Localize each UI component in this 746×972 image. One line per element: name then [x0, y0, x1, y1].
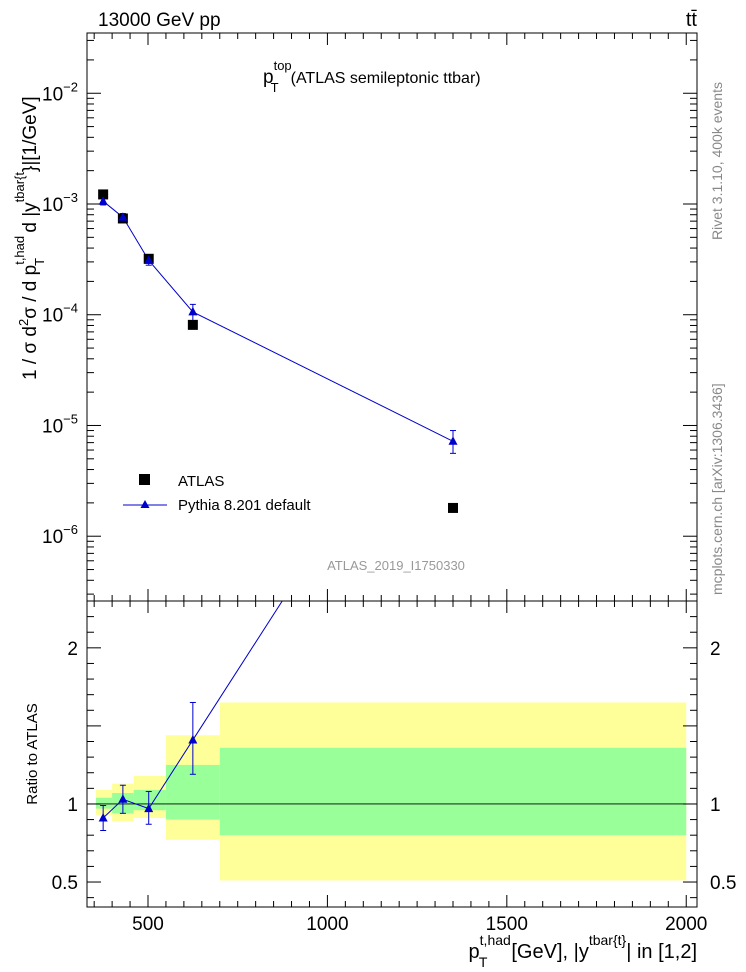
pythia-main-point [188, 306, 198, 316]
ratio-y-tick-label: 0.5 [52, 873, 78, 894]
x-tick-label: 1500 [486, 914, 528, 935]
ratio-y-tick-label: 1 [67, 795, 78, 816]
y-tick-label: 10−2 [42, 79, 78, 105]
axis-ticks: 500 1000 1500 2000 10−6 10−5 10−4 10−3 10−2 0.5 0.… [42, 33, 736, 935]
pythia-ratio-point [118, 794, 128, 803]
ratio-y-tick-label-right: 0.5 [710, 873, 736, 894]
atlas-point [98, 189, 109, 200]
pythia-main-point [144, 255, 154, 264]
pythia-ratio-point [449, 331, 458, 340]
main-y-label: 1 / σ d2σ / d pt,had T d |ytbar{t}|[1/GeV… [12, 96, 47, 380]
y-tick-label: 10−6 [42, 522, 78, 548]
plot-frames [86, 32, 698, 908]
atlas-point [187, 319, 198, 330]
process-label: tt̄ [686, 9, 698, 31]
legend: ATLAS Pythia 8.201 default [123, 473, 311, 514]
pythia-main-line [102, 200, 454, 442]
x-tick-label: 500 [132, 914, 164, 935]
ratio-frame [86, 600, 698, 908]
pythia-ratio-point [144, 803, 154, 813]
green-band [219, 747, 687, 836]
main-frame [86, 32, 698, 602]
pythia-main-point [118, 212, 128, 221]
y-tick-label: 10−4 [42, 301, 78, 327]
x-axis-label: pt,had T [GeV], |ytbar{t}| in [1,2] [469, 932, 697, 970]
y-tick-label: 10−5 [42, 411, 78, 437]
ratio-y-tick-label-right: 2 [710, 639, 721, 660]
ratio-uncertainty-bands [95, 702, 687, 881]
legend-pythia-marker [140, 500, 150, 508]
pythia-ratio-point [188, 734, 198, 744]
legend-pythia-label: Pythia 8.201 default [178, 497, 311, 514]
main-title: ptop T(ATLAS semileptonic ttbar) [263, 58, 481, 95]
ratio-marks [98, 331, 458, 831]
y-tick-label: 10−3 [42, 190, 78, 216]
pythia-ratio-point [98, 813, 108, 822]
legend-atlas-label: ATLAS [178, 473, 224, 490]
pythia-main-point [98, 196, 108, 205]
rivet-label: Rivet 3.1.10, 400k events [709, 82, 725, 240]
x-tick-label: 1000 [306, 914, 348, 935]
data-marks [98, 189, 458, 831]
legend-atlas-marker [139, 474, 150, 485]
ratio-y-tick-label-right: 1 [710, 795, 721, 816]
energy-label: 13000 GeV pp [98, 10, 221, 31]
green-band [95, 797, 113, 809]
atlas-point [448, 502, 458, 513]
mcplots-label: mcplots.cern.ch [arXiv:1306.3436] [709, 383, 725, 595]
pythia-main-point [448, 436, 458, 445]
ratio-y-label: Ratio to ATLAS [24, 703, 41, 804]
analysis-id: ATLAS_2019_I1750330 [327, 558, 465, 573]
x-tick-label: 2000 [665, 914, 707, 935]
ratio-y-tick-label: 2 [67, 639, 78, 660]
